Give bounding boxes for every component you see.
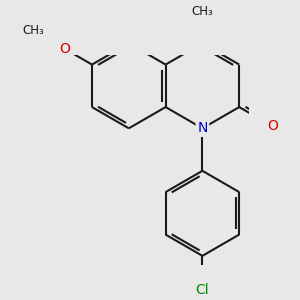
Text: O: O	[267, 119, 278, 133]
Text: Cl: Cl	[196, 283, 209, 297]
Text: N: N	[197, 121, 208, 135]
Text: O: O	[59, 42, 70, 56]
Text: CH₃: CH₃	[22, 24, 44, 37]
Text: CH₃: CH₃	[191, 5, 213, 18]
